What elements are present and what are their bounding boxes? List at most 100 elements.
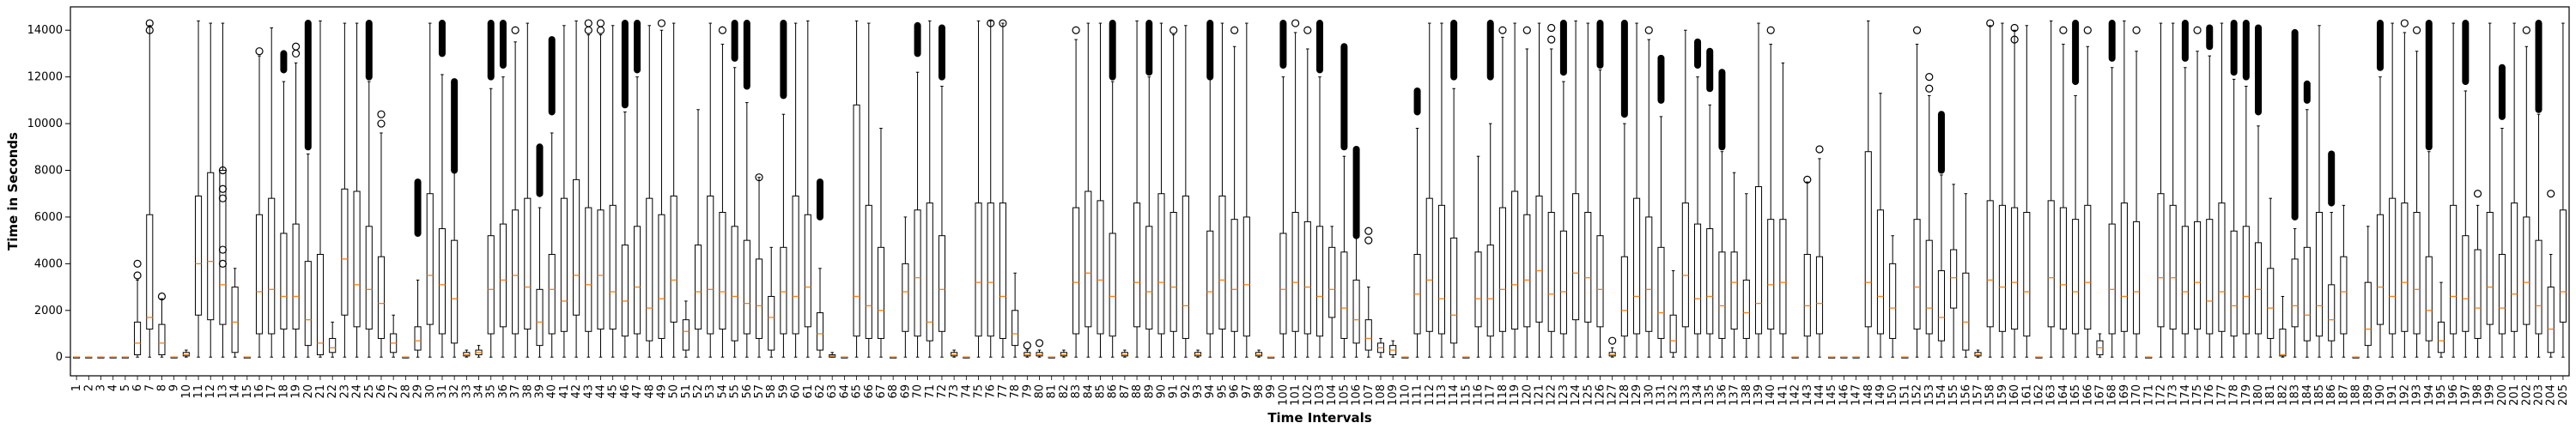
- box: [2401, 202, 2409, 332]
- box: [1584, 211, 1592, 323]
- box: [1925, 239, 1933, 335]
- flier: [1547, 35, 1556, 44]
- x-tick-label: 56: [741, 384, 754, 399]
- box: [2413, 211, 2421, 335]
- x-tick-label: 119: [1509, 384, 1522, 406]
- box: [1315, 226, 1324, 337]
- flier-cluster: [280, 50, 288, 74]
- box: [536, 288, 544, 347]
- box: [2206, 219, 2214, 335]
- box: [2218, 202, 2226, 332]
- box: [377, 256, 386, 339]
- box: [426, 193, 434, 325]
- flier: [2193, 26, 2202, 34]
- flier-cluster: [1340, 43, 1348, 151]
- x-tick-label: 106: [1351, 384, 1364, 406]
- box: [438, 228, 446, 335]
- box: [207, 172, 215, 321]
- x-tick-label: 152: [1911, 384, 1924, 406]
- flier-cluster: [1657, 54, 1665, 104]
- x-tick-label: 147: [1850, 384, 1863, 406]
- x-tick-label: 166: [2081, 384, 2094, 406]
- flier-cluster: [1706, 47, 1714, 93]
- flier-cluster: [1279, 20, 1287, 69]
- x-tick-label: 162: [2033, 384, 2046, 406]
- flier: [657, 19, 666, 27]
- box: [1998, 204, 2006, 332]
- x-tick-label: 156: [1959, 384, 1972, 406]
- box: [1364, 319, 1372, 351]
- x-tick-label: 184: [2301, 384, 2314, 406]
- flier: [2412, 26, 2421, 34]
- x-tick-label: 39: [534, 384, 547, 399]
- box: [451, 239, 459, 344]
- box: [1206, 230, 1214, 335]
- x-tick-label: 90: [1155, 384, 1168, 399]
- x-axis-title: Time Intervals: [1267, 410, 1371, 426]
- box: [2242, 226, 2250, 335]
- box: [499, 223, 507, 328]
- x-tick-label: 141: [1777, 384, 1789, 406]
- box: [2169, 204, 2177, 330]
- flier-cluster: [536, 143, 544, 197]
- x-tick-label: 197: [2459, 384, 2472, 406]
- x-tick-label: 95: [1216, 384, 1229, 399]
- x-tick-label: 151: [1899, 384, 1911, 406]
- box: [1779, 219, 1787, 335]
- flier-cluster: [1352, 146, 1360, 239]
- x-tick-label: 70: [912, 384, 925, 399]
- x-tick-label: 98: [1253, 384, 1266, 399]
- y-tick-label: 12000: [27, 71, 63, 84]
- x-tick-label: 42: [570, 384, 583, 399]
- x-tick-label: 57: [753, 384, 766, 399]
- box: [2328, 284, 2336, 341]
- x-tick-label: 169: [2118, 384, 2131, 406]
- box: [1876, 209, 1885, 335]
- x-tick-label: 5: [119, 384, 132, 391]
- flier-cluster: [2303, 80, 2311, 104]
- flier-cluster: [2255, 24, 2263, 116]
- box: [1450, 237, 1458, 344]
- box: [365, 226, 373, 330]
- box: [512, 209, 519, 335]
- flier-cluster: [2108, 20, 2116, 62]
- x-tick-label: 190: [2374, 384, 2387, 406]
- y-axis-title: Time in Seconds: [5, 132, 21, 251]
- flier-cluster: [2376, 20, 2384, 71]
- x-tick-label: 25: [363, 384, 376, 399]
- flier-cluster: [817, 178, 823, 221]
- box: [1962, 272, 1970, 351]
- box: [1950, 249, 1958, 309]
- box: [1109, 233, 1116, 337]
- box: [195, 195, 203, 316]
- box: [1279, 233, 1287, 335]
- box: [2511, 202, 2518, 332]
- box: [1559, 230, 1567, 335]
- x-tick-label: 105: [1338, 384, 1351, 406]
- x-tick-label: 195: [2435, 384, 2448, 406]
- box: [1097, 200, 1104, 335]
- x-tick-label: 1: [70, 384, 83, 391]
- x-tick-label: 149: [1874, 384, 1887, 406]
- box: [1328, 246, 1336, 318]
- x-tick-label: 44: [594, 384, 607, 399]
- box: [975, 202, 982, 337]
- box: [2450, 204, 2458, 335]
- flier: [584, 26, 592, 34]
- x-tick-label: 173: [2167, 384, 2180, 406]
- x-tick-label: 114: [1448, 384, 1461, 406]
- x-tick-label: 157: [1972, 384, 1985, 406]
- box: [1718, 251, 1726, 339]
- box: [2047, 200, 2055, 328]
- x-tick-label: 138: [1741, 384, 1753, 406]
- flier: [1035, 339, 1044, 347]
- x-tick-label: 10: [180, 384, 193, 399]
- box: [780, 246, 787, 335]
- x-tick-label: 13: [216, 384, 229, 399]
- flier-cluster: [2535, 20, 2543, 113]
- x-tick-label: 92: [1180, 384, 1193, 399]
- box: [2279, 329, 2287, 357]
- x-tick-label: 11: [192, 384, 205, 399]
- box: [682, 319, 690, 351]
- flier-cluster: [1316, 20, 1323, 74]
